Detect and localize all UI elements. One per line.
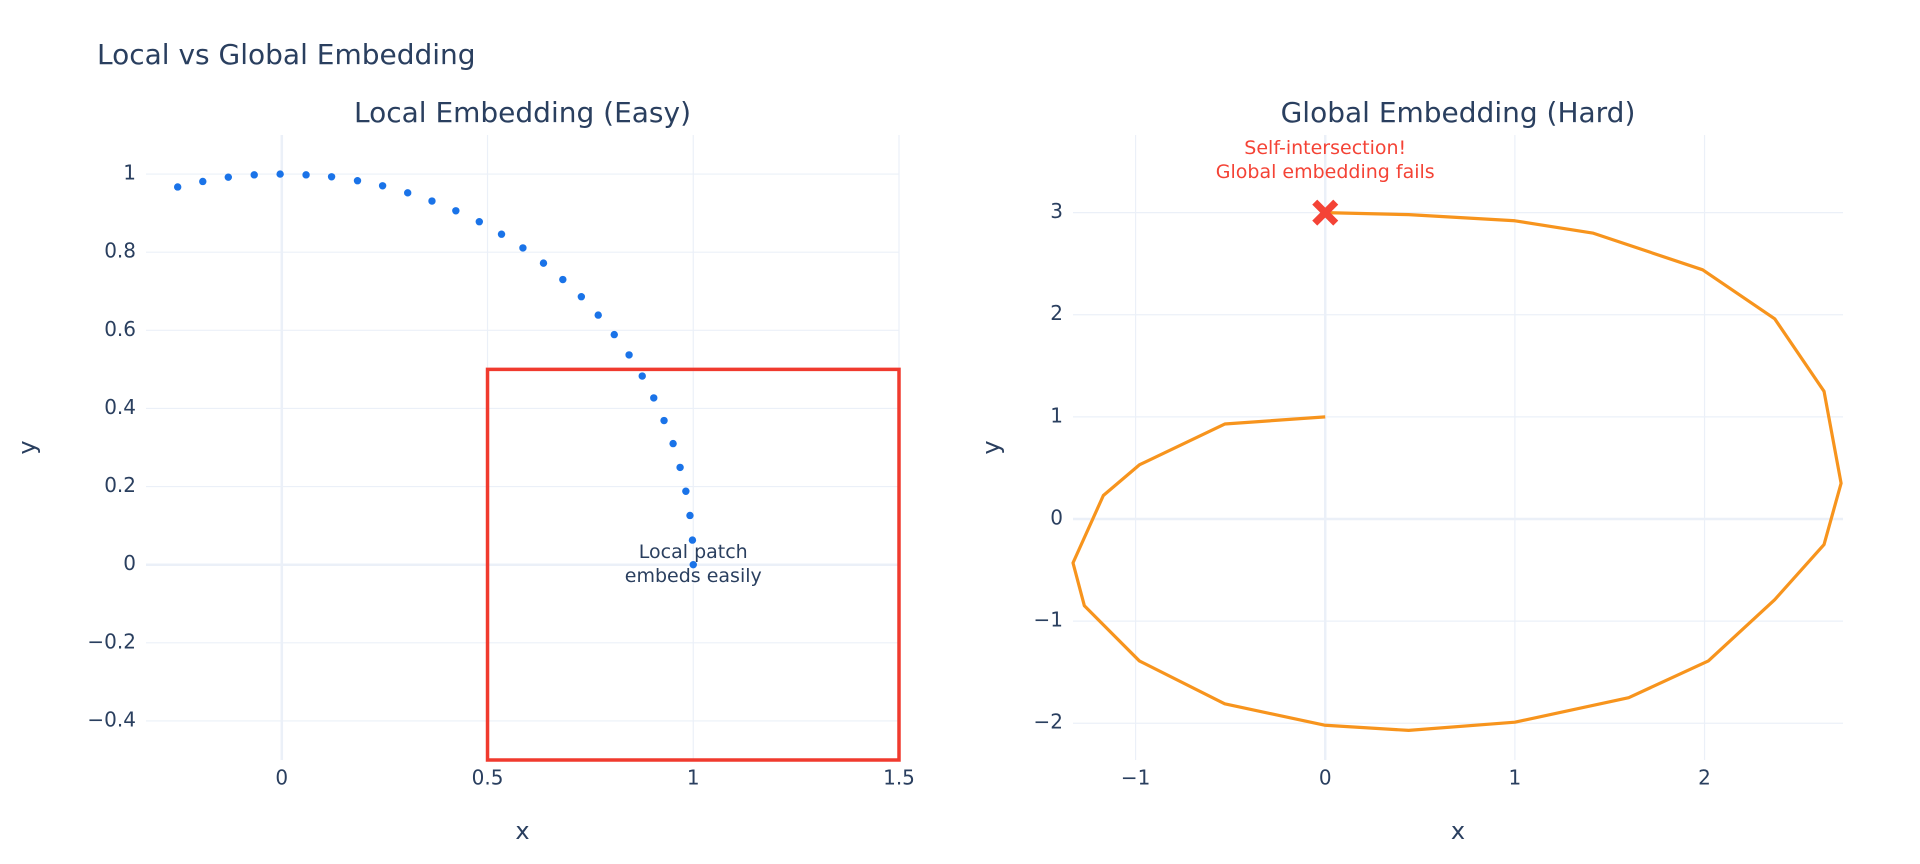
point [475, 218, 483, 226]
point [650, 394, 658, 402]
x-tick-label: 0 [1319, 766, 1332, 790]
curve [1071, 211, 1843, 732]
annotation: embeds easily [625, 565, 762, 587]
point [559, 275, 567, 284]
y-tick-label: 0 [1050, 505, 1063, 529]
x-tick-label: 1 [1509, 766, 1522, 790]
figure-title: Local vs Global Embedding [97, 38, 476, 71]
point [199, 177, 207, 186]
point [682, 487, 690, 495]
highlight-rect [485, 367, 901, 762]
x-tick-label: −1 [1121, 766, 1150, 790]
point [224, 173, 232, 181]
subplot-title: Local Embedding (Easy) [354, 96, 691, 129]
point [660, 416, 668, 425]
x-tick-label: 1 [687, 766, 700, 790]
y-tick-label: 0.6 [104, 317, 136, 341]
subplot: Global Embedding (Hard) x y −1 0 1 2 −2 −1 0 1 2 3 Se… [977, 96, 1843, 845]
x-tick-label: 2 [1698, 766, 1711, 790]
point [625, 351, 633, 359]
point [452, 207, 460, 215]
point [428, 197, 436, 205]
y-tick-label: 3 [1050, 199, 1063, 223]
point [669, 439, 677, 448]
point [686, 511, 694, 520]
annotation: Global embedding fails [1216, 161, 1435, 183]
y-tick-label: 0.4 [104, 395, 136, 419]
y-tick-label: −2 [1034, 710, 1063, 734]
x-tick-label: 0 [275, 766, 288, 790]
point [676, 463, 684, 472]
point [519, 244, 527, 252]
point [302, 171, 310, 179]
point [403, 189, 412, 197]
y-tick-label: 2 [1050, 301, 1063, 325]
x-axis-title: x [515, 817, 529, 845]
y-axis-title: y [977, 440, 1005, 454]
point [539, 259, 548, 267]
point [610, 330, 618, 339]
y-tick-label: 0.8 [104, 239, 136, 263]
point [353, 177, 362, 185]
point [497, 230, 506, 238]
subplot: Local Embedding (Easy) x y 0 0.5 1 1.5 −0.4 −0.2… [13, 96, 915, 845]
point [594, 311, 602, 319]
y-tick-label: −0.4 [87, 707, 136, 731]
y-tick-label: −1 [1034, 608, 1063, 632]
y-tick-label: 0.2 [104, 473, 136, 497]
point [327, 173, 336, 181]
y-axis-title: y [13, 440, 41, 454]
annotation: Local patch [639, 541, 748, 563]
point [250, 171, 258, 179]
y-tick-label: 1 [1050, 403, 1063, 427]
subplot-title: Global Embedding (Hard) [1281, 96, 1636, 129]
y-tick-label: 0 [123, 551, 136, 575]
point [638, 372, 646, 380]
y-tick-label: −0.2 [87, 629, 136, 653]
x-tick-label: 0.5 [472, 766, 504, 790]
point [378, 182, 387, 190]
annotation: Self-intersection! [1244, 137, 1406, 159]
x-tick-label: 1.5 [883, 766, 915, 790]
point [688, 536, 697, 544]
x-marker [1312, 199, 1339, 226]
point [276, 170, 284, 178]
point [173, 183, 182, 191]
point [689, 560, 697, 569]
y-tick-label: 1 [123, 161, 136, 185]
point [577, 293, 586, 301]
x-axis-title: x [1451, 817, 1465, 845]
